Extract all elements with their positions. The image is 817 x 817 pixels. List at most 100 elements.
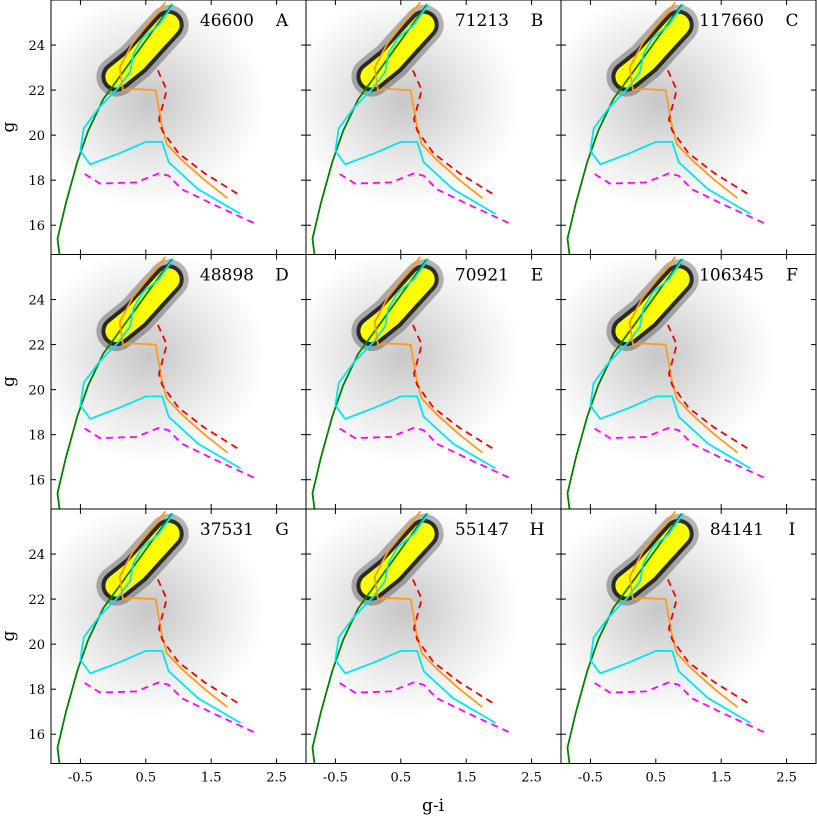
panel-letter: A	[275, 11, 289, 31]
y-tick-label: 16	[28, 474, 45, 489]
panel-frame	[560, 508, 817, 764]
y-tick-label: 24	[28, 548, 45, 563]
plot-area	[306, 0, 522, 255]
cyan-track-line	[589, 3, 752, 215]
x-tick-label: 2.5	[521, 771, 542, 786]
panel-count: 55147	[455, 520, 509, 540]
y-tick-label: 24	[28, 39, 45, 54]
green-track-line	[566, 258, 683, 509]
panel-count: 70921	[455, 266, 509, 286]
panel-letter: B	[531, 11, 544, 31]
green-track-line	[56, 258, 173, 509]
magenta-track-line	[593, 681, 765, 733]
y-tick-label: 22	[28, 593, 45, 608]
plot-area	[561, 509, 777, 764]
x-tick-label: 1.5	[711, 771, 732, 786]
x-tick-label: -0.5	[68, 771, 93, 786]
y-tick-label: 16	[28, 219, 45, 234]
panel-count: 71213	[455, 11, 509, 31]
orange-track-line	[118, 510, 229, 708]
orange-track-line	[628, 1, 739, 199]
red-track-line	[156, 323, 238, 449]
panel-c: 117660 C	[560, 0, 817, 255]
cyan-track-line	[334, 512, 497, 724]
orange-track-line	[373, 1, 484, 199]
panel-f: 106345 F	[560, 254, 817, 510]
cyan-track-line	[79, 258, 242, 470]
magenta-track-line	[83, 427, 255, 479]
orange-track-line	[373, 256, 484, 454]
plot-area	[306, 509, 522, 764]
magenta-track-line	[338, 681, 510, 733]
green-track-line	[566, 512, 683, 764]
x-tick-label: -0.5	[323, 771, 348, 786]
panel-letter: E	[531, 266, 543, 286]
x-tick-label: 2.5	[266, 771, 287, 786]
cyan-track-line	[79, 512, 242, 724]
x-tick-label: 2.5	[776, 771, 797, 786]
panel-letter: C	[785, 11, 798, 31]
plot-area	[51, 0, 267, 255]
red-track-line	[666, 323, 748, 449]
panel-g: 16 18 20 22 24 g -0.5 0.5 1.5 2.5 37531 G	[0, 508, 307, 786]
panel-count: 106345	[699, 266, 764, 286]
cyan-track-line	[589, 512, 752, 724]
x-tick-label: 0.5	[645, 771, 666, 786]
panel-letter: G	[275, 520, 289, 540]
panel-i: -0.5 0.5 1.5 2.5 84141 I	[560, 508, 817, 786]
magenta-track-line	[338, 427, 510, 479]
red-track-line	[156, 69, 238, 195]
panel-grid: 16 18 20 22 24 g 46600 A 71213 B 117660 C 16 18 20 22 24…	[0, 0, 817, 786]
plot-area	[306, 254, 522, 509]
cyan-track-line	[334, 258, 497, 470]
panel-count: 84141	[710, 520, 764, 540]
plot-area	[51, 254, 267, 509]
green-track-line	[311, 3, 428, 255]
x-tick-label: 0.5	[390, 771, 411, 786]
x-axis-label: g-i	[422, 796, 445, 816]
y-tick-label: 24	[28, 294, 45, 309]
panel-letter: H	[530, 520, 545, 540]
red-track-line	[666, 578, 748, 704]
green-track-line	[311, 258, 428, 509]
red-track-line	[156, 578, 238, 704]
y-tick-label: 18	[28, 174, 45, 189]
y-tick-label: 20	[28, 638, 45, 653]
panel-e: 70921 E	[305, 254, 562, 510]
y-axis-label: g	[0, 121, 19, 132]
orange-track-line	[118, 256, 229, 454]
red-track-line	[666, 69, 748, 195]
magenta-track-line	[338, 172, 510, 224]
panel-d: 16 18 20 22 24 g 48898 D	[0, 254, 307, 510]
orange-track-line	[628, 510, 739, 708]
orange-track-line	[628, 256, 739, 454]
panel-letter: F	[786, 266, 798, 286]
plot-area	[561, 0, 777, 255]
green-track-line	[566, 3, 683, 255]
plot-area	[51, 509, 267, 764]
y-axis-label: g	[0, 630, 19, 641]
panel-count: 48898	[200, 266, 254, 286]
y-tick-label: 18	[28, 683, 45, 698]
y-tick-label: 18	[28, 429, 45, 444]
panel-a: 16 18 20 22 24 g 46600 A	[0, 0, 307, 255]
cyan-track-line	[79, 3, 242, 215]
plot-area	[561, 254, 777, 509]
magenta-track-line	[593, 172, 765, 224]
red-track-line	[411, 578, 493, 704]
orange-track-line	[373, 510, 484, 708]
green-track-line	[311, 512, 428, 764]
y-tick-label: 22	[28, 84, 45, 99]
panel-h: -0.5 0.5 1.5 2.5 55147 H	[305, 508, 562, 786]
red-track-line	[411, 69, 493, 195]
orange-track-line	[118, 1, 229, 199]
cyan-track-line	[589, 258, 752, 470]
green-track-line	[56, 512, 173, 764]
y-tick-label: 16	[28, 728, 45, 743]
panel-count: 37531	[200, 520, 254, 540]
x-tick-label: 1.5	[201, 771, 222, 786]
panel-count: 117660	[699, 11, 764, 31]
panel-count: 46600	[200, 11, 254, 31]
panel-letter: I	[789, 520, 796, 540]
